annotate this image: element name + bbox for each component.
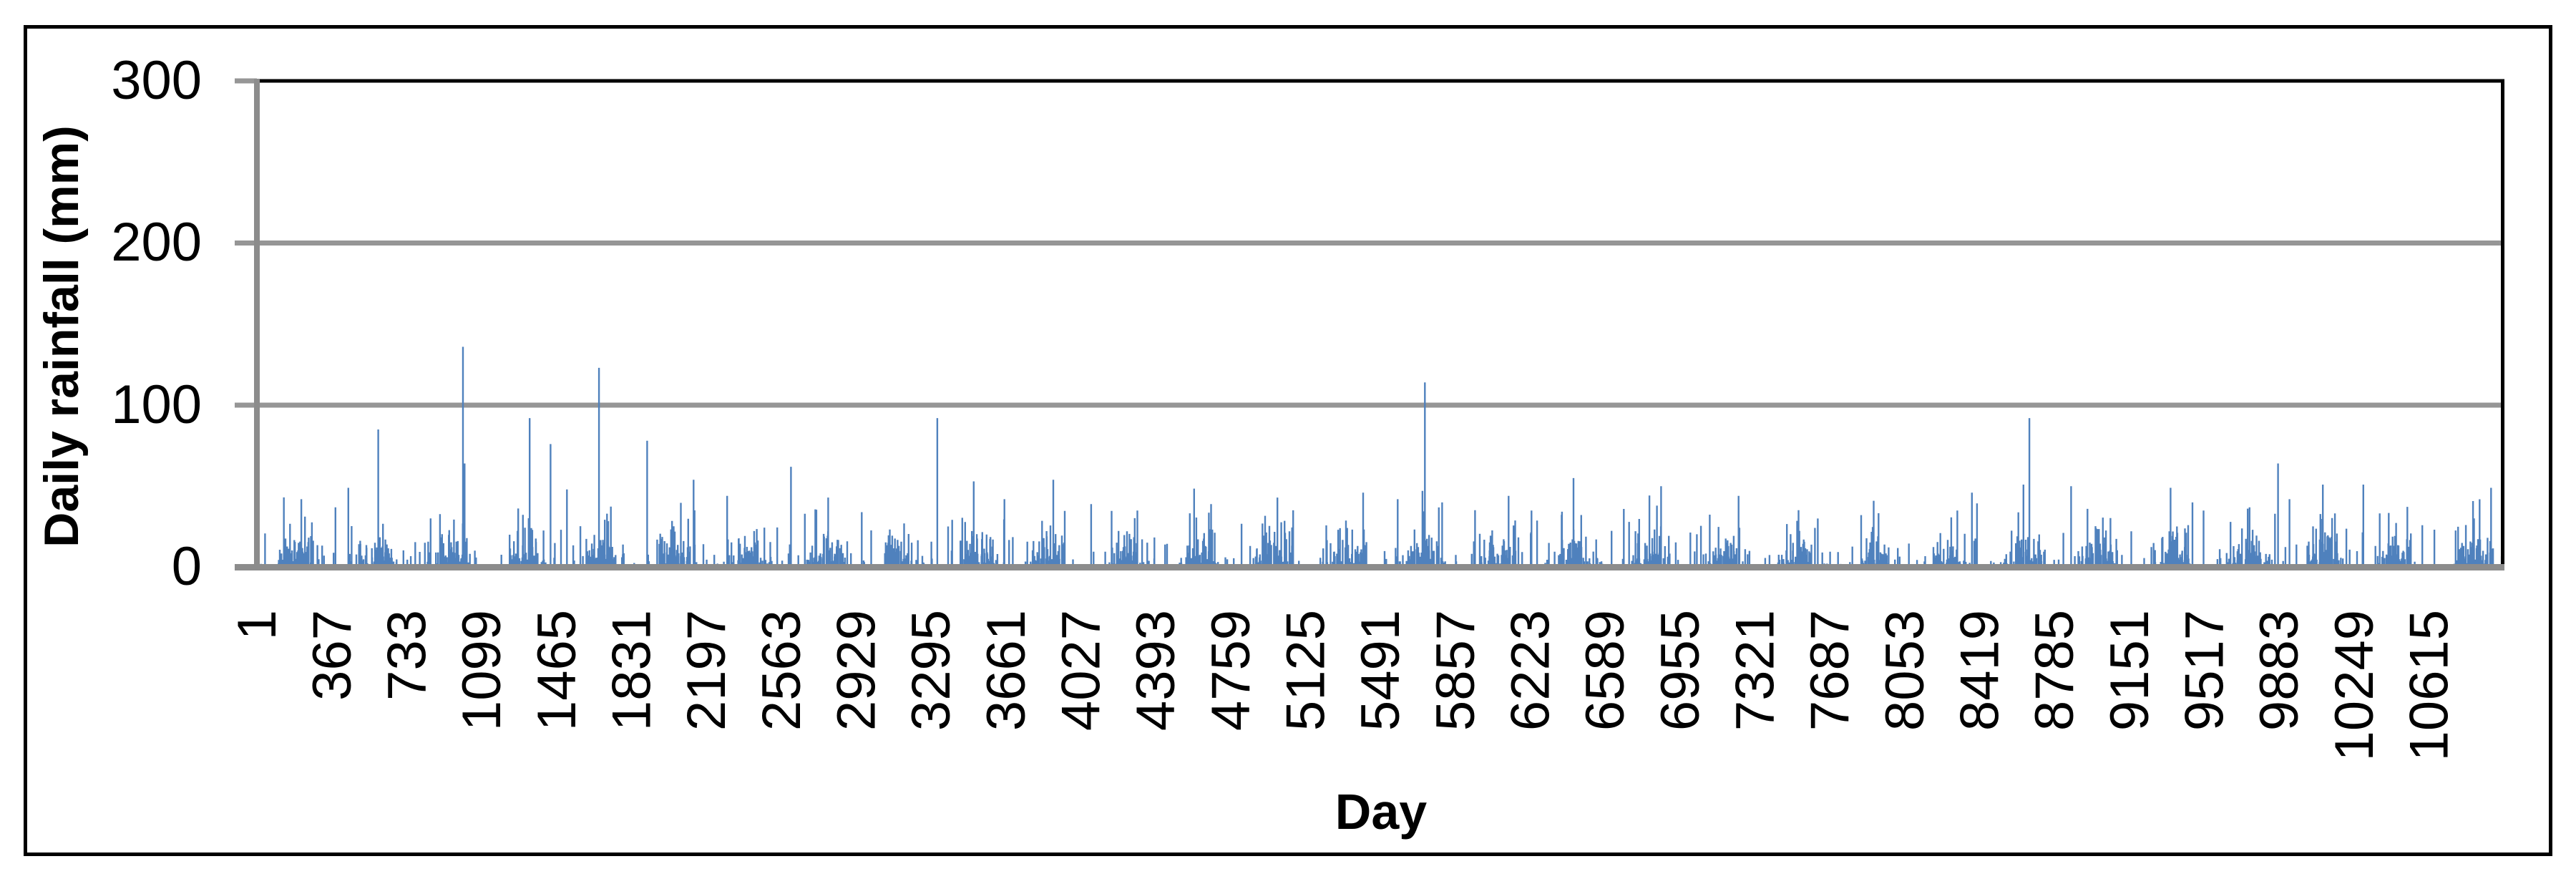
x-tick-label-8053: 8053: [1874, 610, 1936, 732]
y-axis-title: Daily rainfall (mm): [34, 125, 89, 548]
y-tick-label-0: 0: [171, 536, 202, 597]
x-tick-label-4027: 4027: [1050, 610, 1112, 732]
x-tick-label-7321: 7321: [1724, 610, 1786, 732]
x-tick-label-9883: 9883: [2249, 610, 2311, 732]
x-tick-label-5857: 5857: [1425, 610, 1486, 732]
x-tick-label-5125: 5125: [1275, 610, 1337, 732]
x-tick-label-2563: 2563: [751, 610, 812, 732]
x-tick-label-1465: 1465: [526, 610, 587, 732]
x-tick-label-2929: 2929: [826, 610, 887, 732]
x-tick-label-3661: 3661: [975, 610, 1037, 732]
x-tick-label-5491: 5491: [1350, 610, 1412, 732]
x-tick-label-9151: 9151: [2099, 610, 2160, 732]
y-tick-label-200: 200: [111, 212, 202, 273]
x-tick-label-1831: 1831: [601, 610, 663, 732]
x-tick-label-8785: 8785: [2024, 610, 2086, 732]
x-tick-label-2197: 2197: [676, 610, 738, 732]
x-tick-label-6955: 6955: [1649, 610, 1711, 732]
x-tick-label-7687: 7687: [1800, 610, 1861, 732]
x-tick-label-6223: 6223: [1500, 610, 1561, 732]
x-tick-label-9517: 9517: [2174, 610, 2235, 732]
x-tick-label-6589: 6589: [1575, 610, 1636, 732]
x-tick-label-3295: 3295: [901, 610, 962, 732]
y-tick-label-100: 100: [111, 374, 202, 435]
x-tick-label-733: 733: [376, 610, 438, 701]
chart-outer-border: [24, 25, 2552, 856]
x-tick-label-1: 1: [227, 610, 288, 641]
x-tick-label-4759: 4759: [1200, 610, 1262, 732]
x-tick-label-367: 367: [301, 610, 363, 701]
x-axis-title: Day: [1335, 784, 1428, 840]
x-tick-label-1099: 1099: [452, 610, 513, 732]
x-tick-label-10249: 10249: [2323, 610, 2385, 762]
x-tick-label-4393: 4393: [1126, 610, 1187, 732]
y-tick-label-300: 300: [111, 50, 202, 111]
x-tick-label-10615: 10615: [2399, 610, 2460, 762]
x-tick-label-8419: 8419: [1949, 610, 2011, 732]
rainfall-bars: [260, 346, 2504, 568]
